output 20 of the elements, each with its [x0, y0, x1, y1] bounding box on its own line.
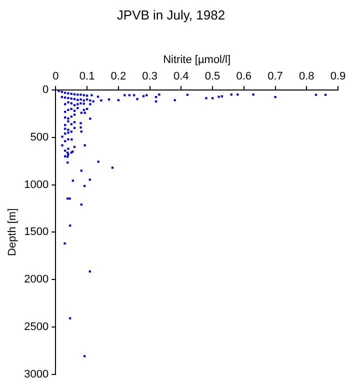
x-tick-label: 0.9 [330, 70, 346, 82]
x-tick-label: 0.4 [174, 70, 189, 82]
x-tick-label: 0.1 [79, 70, 95, 82]
x-tick-label: 0.6 [236, 70, 252, 82]
x-tick-label: 0.2 [110, 70, 126, 82]
chart-title: JPVB in July, 1982 [116, 7, 226, 22]
y-tick-label: 2000 [24, 274, 49, 286]
x-tick-label: 0.8 [298, 70, 314, 82]
x-tick-label: 0.7 [268, 70, 283, 82]
y-tick-label: 500 [30, 131, 49, 144]
y-tick-label: 1000 [24, 178, 49, 191]
y-tick-label: 1500 [24, 226, 49, 238]
y-tick-label: 3000 [24, 368, 49, 380]
x-tick-label: 0.3 [142, 70, 158, 82]
y-tick-label: 0 [42, 84, 49, 96]
x-axis-title: Nitrite [µmol/l] [163, 54, 231, 66]
y-axis-title: Depth [m] [6, 208, 19, 256]
y-tick-label: 2500 [24, 321, 49, 334]
x-tick-label: 0 [52, 70, 59, 82]
x-tick-label: 0.5 [204, 70, 220, 82]
